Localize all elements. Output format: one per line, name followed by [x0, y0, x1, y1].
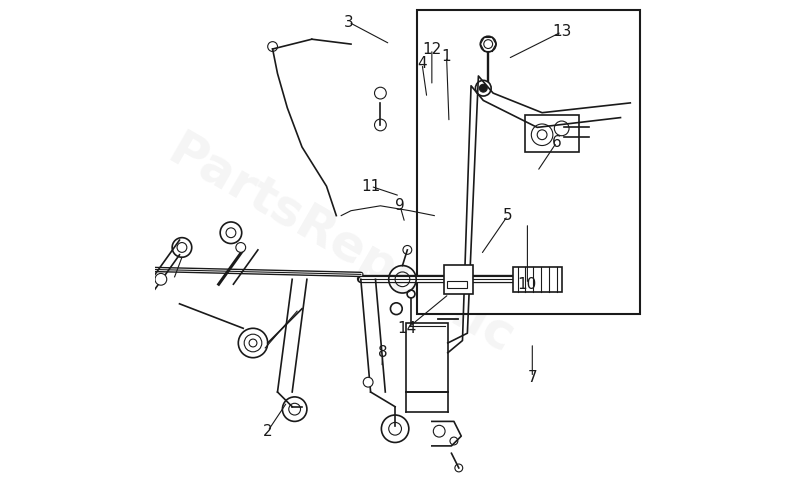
Text: 1: 1 [442, 49, 451, 64]
Text: 13: 13 [552, 24, 571, 39]
Circle shape [374, 119, 386, 131]
Bar [406, 323, 448, 392]
Text: 12: 12 [422, 42, 442, 56]
Bar [444, 265, 474, 294]
Text: 5: 5 [503, 208, 513, 223]
Bar [446, 281, 467, 288]
Text: 11: 11 [361, 179, 380, 194]
Bar [513, 267, 562, 292]
Circle shape [363, 377, 373, 387]
Circle shape [374, 87, 386, 99]
Bar [417, 10, 640, 314]
Text: PartsRepublic: PartsRepublic [160, 126, 522, 364]
Text: 4: 4 [418, 56, 427, 71]
Text: 10: 10 [518, 277, 537, 292]
Circle shape [479, 84, 487, 92]
Text: 14: 14 [398, 321, 417, 336]
Circle shape [480, 36, 496, 52]
Circle shape [155, 273, 166, 285]
Text: 9: 9 [395, 198, 405, 213]
Text: 6: 6 [552, 135, 562, 149]
Text: 3: 3 [344, 15, 354, 29]
Circle shape [390, 303, 402, 315]
Circle shape [236, 243, 246, 252]
Bar [525, 115, 579, 152]
Text: 7: 7 [527, 370, 537, 385]
Text: 8: 8 [378, 345, 388, 360]
Text: 2: 2 [263, 424, 273, 439]
Circle shape [407, 290, 415, 298]
